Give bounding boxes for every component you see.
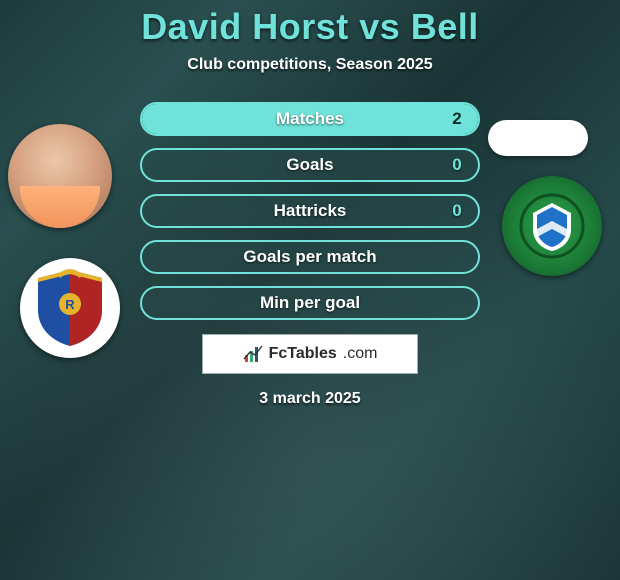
source-logo-text-a: FcTables <box>269 345 337 363</box>
stat-label: Goals per match <box>142 247 478 267</box>
stat-row: Goals 0 <box>140 148 480 182</box>
shield-icon: R <box>34 268 106 348</box>
stat-right-value: 0 <box>436 155 478 175</box>
date-text: 3 march 2025 <box>0 390 620 408</box>
round-crest-icon <box>519 193 585 259</box>
stat-label: Min per goal <box>142 293 478 313</box>
stat-row: Matches 2 <box>140 102 480 136</box>
team-left-crest: R <box>20 258 120 358</box>
team-right-crest <box>502 176 602 276</box>
stat-right-value: 0 <box>436 201 478 221</box>
player-left-avatar <box>8 124 112 228</box>
bar-chart-icon <box>243 344 263 364</box>
stat-row: Min per goal <box>140 286 480 320</box>
page-title: David Horst vs Bell <box>0 0 620 48</box>
player-right-avatar <box>488 120 588 156</box>
stat-label: Matches <box>142 109 478 129</box>
infographic-content: David Horst vs Bell Club competitions, S… <box>0 0 620 580</box>
source-logo-text-b: .com <box>343 345 378 363</box>
stat-label: Goals <box>142 155 478 175</box>
stat-label: Hattricks <box>142 201 478 221</box>
stat-row: Hattricks 0 <box>140 194 480 228</box>
source-logo-strip: FcTables .com <box>202 334 418 374</box>
stat-row: Goals per match <box>140 240 480 274</box>
page-subtitle: Club competitions, Season 2025 <box>0 56 620 74</box>
svg-text:R: R <box>65 297 75 312</box>
stat-right-value: 2 <box>436 109 478 129</box>
